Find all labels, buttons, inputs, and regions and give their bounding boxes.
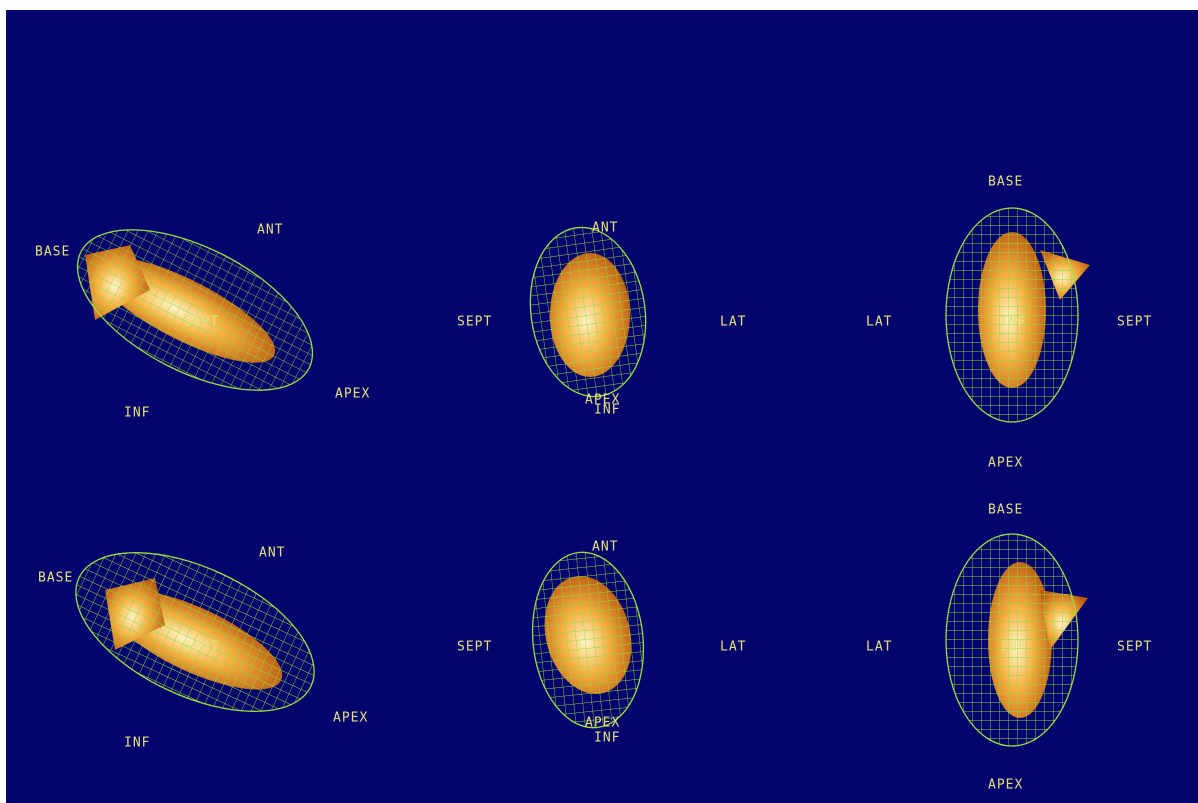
orientation-label: APEX <box>333 711 368 726</box>
orientation-label: BASE <box>35 245 70 260</box>
orientation-label: ANT <box>257 223 283 238</box>
orientation-label: SEPT <box>457 315 492 330</box>
orientation-label: SEPT <box>184 315 219 330</box>
orientation-label: SEPT <box>184 640 219 655</box>
orientation-label: ANT <box>592 221 618 236</box>
orientation-label: BASE <box>988 175 1023 190</box>
orientation-label: INF <box>124 406 150 421</box>
orientation-label: INF <box>124 736 150 751</box>
orientation-label: SEPT <box>457 640 492 655</box>
orientation-label: BASE <box>988 503 1023 518</box>
orientation-label: ANT <box>592 540 618 555</box>
orientation-label: LAT <box>720 315 746 330</box>
viewer: BASE ANT SEPT APEX INF ANT SEPT LAT APEX… <box>0 0 1198 803</box>
orientation-label: ANT <box>259 546 285 561</box>
orientation-label: APEX <box>335 387 370 402</box>
orientation-label: APEX <box>585 716 620 731</box>
orientation-label: LAT <box>866 640 892 655</box>
orientation-label: LAT <box>866 315 892 330</box>
orientation-label: APEX <box>988 456 1023 471</box>
orientation-label: LAT <box>720 640 746 655</box>
orientation-label: INF <box>1000 640 1026 655</box>
orientation-label: BASE <box>38 571 73 586</box>
orientation-label: INF <box>594 403 620 418</box>
page: BASE ANT SEPT APEX INF ANT SEPT LAT APEX… <box>0 0 1198 803</box>
orientation-label: SEPT <box>1117 315 1152 330</box>
orientation-label: INF <box>594 731 620 746</box>
orientation-label: APEX <box>988 778 1023 793</box>
orientation-label: SEPT <box>1117 640 1152 655</box>
orientation-label: INF <box>1000 315 1026 330</box>
